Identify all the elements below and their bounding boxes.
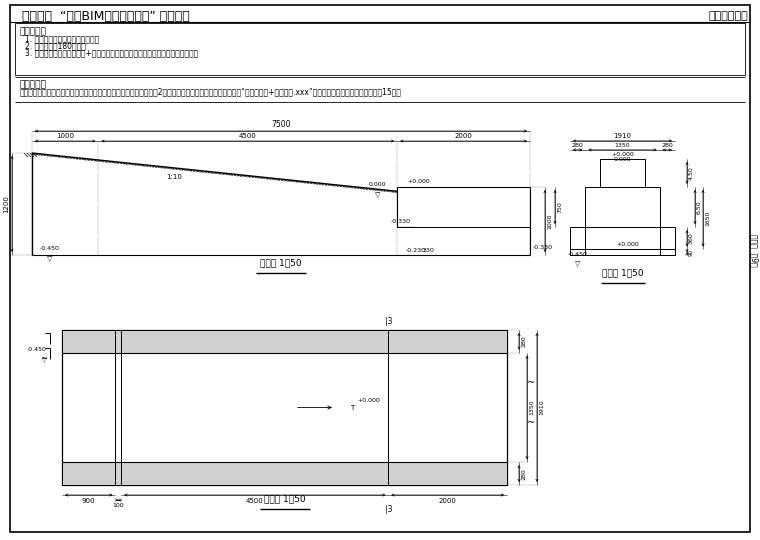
Text: ~: ~ [40,354,47,363]
Text: 100: 100 [112,503,124,508]
Bar [660,227,675,255]
Text: 330: 330 [423,248,434,253]
Bar [62,330,507,353]
Text: T: T [350,404,354,410]
Text: 左视图 1：50: 左视图 1：50 [602,268,643,277]
Bar [62,330,507,485]
Text: -0.450: -0.450 [40,246,60,251]
Text: 7500: 7500 [271,120,291,129]
Text: 280: 280 [572,143,584,148]
Text: 中国图学学会: 中国图学学会 [708,11,748,21]
Text: 4500: 4500 [246,498,264,504]
Text: 1910: 1910 [613,133,632,139]
Text: 280: 280 [521,468,526,480]
Bar [585,227,660,249]
Text: ▽: ▽ [47,256,52,262]
Text: 俧视图 1：50: 俧视图 1：50 [264,494,306,503]
Bar [62,462,507,485]
Bar [15,23,745,75]
Text: +0.000: +0.000 [611,152,634,157]
Bar [570,249,675,255]
Text: -0.230: -0.230 [405,248,425,253]
Bar [600,159,644,187]
Text: +0.000: +0.000 [357,397,379,402]
Text: 1000: 1000 [56,133,74,139]
Text: 280: 280 [521,335,526,347]
Text: 1350: 1350 [615,143,630,148]
Text: 1:10: 1:10 [166,174,182,180]
Bar [570,227,585,255]
Text: 6.50: 6.50 [697,200,702,214]
Text: 0.000: 0.000 [369,183,386,187]
Text: 1200: 1200 [3,195,9,213]
Text: ▽: ▽ [575,261,581,267]
Text: 3. 新建文件夹（以准考证号+姓名命名），用于存放本次考试中生成的全部文件。: 3. 新建文件夹（以准考证号+姓名命名），用于存放本次考试中生成的全部文件。 [25,48,198,57]
Text: +0.000: +0.000 [616,242,639,247]
Text: 4500: 4500 [239,133,257,139]
Text: 1650: 1650 [705,211,710,226]
Text: 280: 280 [661,143,673,148]
Text: 1910: 1910 [539,400,544,415]
Text: 4.50: 4.50 [689,166,694,180]
Text: 1350: 1350 [529,400,534,415]
Text: 1000: 1000 [547,213,552,229]
Text: 第一页  兲9页: 第一页 兲9页 [749,234,758,266]
Text: 360: 360 [689,232,694,244]
Text: 750: 750 [557,201,562,213]
Text: -0.450: -0.450 [568,252,587,257]
Text: 考试要求：: 考试要求： [20,27,47,36]
Text: 1. 考试方式：计算机操作，闭卷；: 1. 考试方式：计算机操作，闭卷； [25,34,100,43]
Text: ▽: ▽ [43,358,47,363]
Text: -0.450: -0.450 [27,347,47,352]
Text: 900: 900 [82,498,96,504]
Text: |3: |3 [385,505,392,514]
Text: 一、根据给定尺寸建立无障碍坡道模型，墙体与坡道材质请参照图纴2页，地形尺寸自定义，请将模型文件以“无障碍坡道+考生姓名.xxx”为文件名保存到考生文件夹中。（1: 一、根据给定尺寸建立无障碍坡道模型，墙体与坡道材质请参照图纴2页，地形尺寸自定义… [20,87,402,96]
Text: -0.330: -0.330 [390,219,410,224]
Text: -0.330: -0.330 [533,245,553,250]
Text: 2000: 2000 [454,133,473,139]
Text: 试题部分：: 试题部分： [20,80,47,89]
Text: 2000: 2000 [439,498,457,504]
Text: +0.000: +0.000 [407,179,430,184]
Text: ~: ~ [527,417,535,428]
Text: |3: |3 [385,317,392,326]
Text: 0.000: 0.000 [614,157,632,162]
Text: 2. 考试时间为180分钟；: 2. 考试时间为180分钟； [25,41,86,50]
Text: ▽: ▽ [375,192,380,198]
Text: 主视图 1：50: 主视图 1：50 [260,258,302,267]
Text: 90: 90 [689,249,694,256]
Text: 第十五期  “全国BIM技能等级考试” 一级试题: 第十五期 “全国BIM技能等级考试” 一级试题 [22,10,190,23]
Text: ~: ~ [527,377,535,388]
Bar [585,187,660,227]
